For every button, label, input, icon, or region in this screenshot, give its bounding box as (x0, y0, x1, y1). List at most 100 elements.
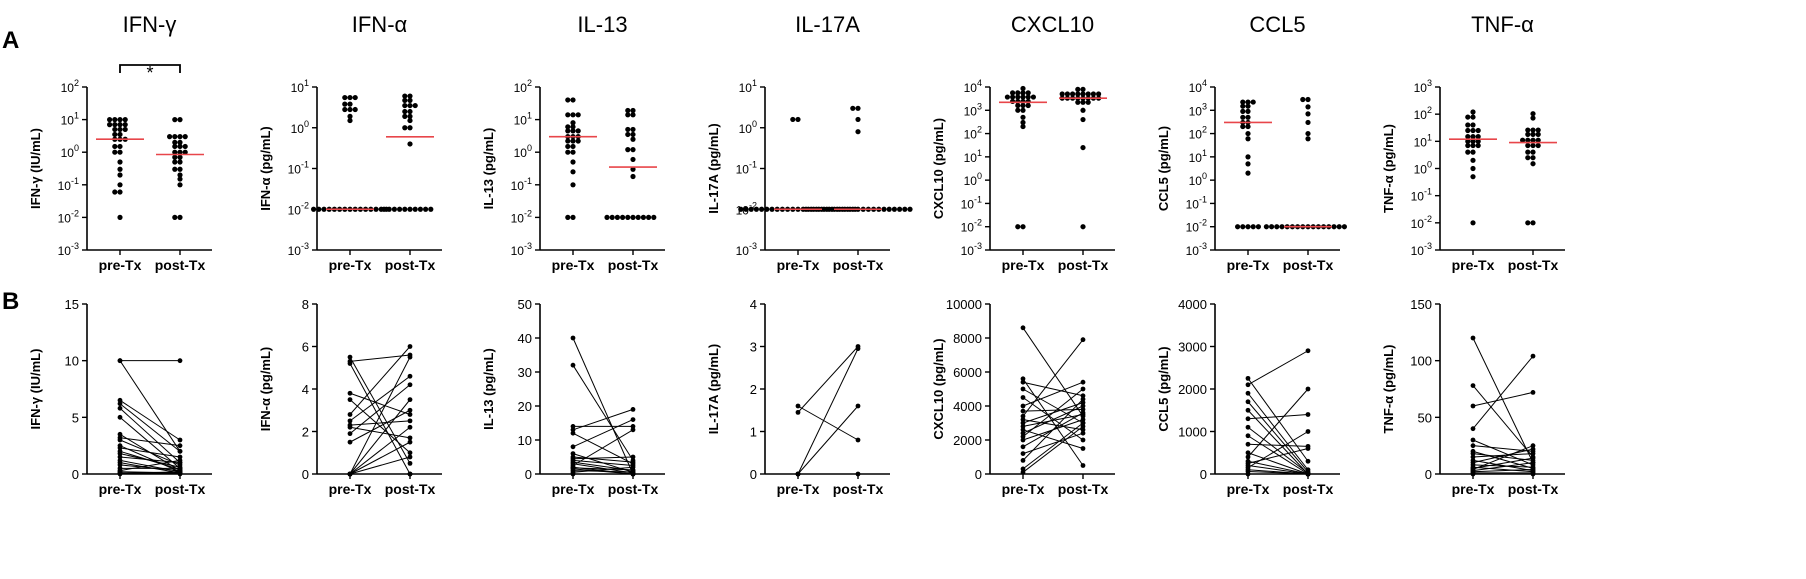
data-point (1465, 142, 1471, 149)
data-point (1535, 137, 1541, 143)
y-tick-label: 20 (518, 399, 532, 414)
data-point (1015, 224, 1021, 230)
data-point (117, 131, 123, 138)
data-point (1025, 94, 1031, 100)
data-point (117, 401, 123, 407)
data-point (172, 214, 178, 220)
y-tick-label: 4000 (953, 399, 982, 414)
y-tick-label: 50 (518, 297, 532, 312)
y-tick-label: 10-2 (961, 218, 982, 235)
data-point (107, 117, 113, 123)
data-point (417, 206, 423, 212)
data-point (1020, 85, 1026, 92)
data-point (1525, 220, 1531, 226)
data-point (1245, 424, 1251, 430)
panel-title: IL-13 (577, 12, 627, 37)
data-point (1020, 325, 1026, 331)
data-point (609, 214, 615, 220)
data-point (1530, 451, 1536, 456)
y-axis-label: IFN-γ (IU/mL) (28, 128, 43, 209)
data-point (117, 454, 123, 460)
data-point (1470, 220, 1476, 226)
pair-line (119, 453, 181, 468)
pair-line (1247, 460, 1309, 475)
data-point (112, 131, 118, 138)
data-point (347, 390, 353, 396)
data-point (117, 358, 123, 364)
data-point (570, 169, 576, 175)
data-point (347, 471, 353, 477)
data-point (1020, 458, 1026, 463)
significance-bracket (119, 64, 181, 73)
y-tick-label: 10 (518, 433, 532, 448)
y-tick-label: 100 (964, 171, 982, 188)
pair-line (1022, 339, 1084, 417)
data-point (1080, 407, 1086, 412)
y-tick-label: 100 (291, 119, 309, 136)
data-point (311, 206, 317, 212)
data-point (1470, 174, 1476, 180)
data-point (1530, 127, 1536, 133)
data-point (1470, 471, 1476, 477)
data-point (1080, 393, 1086, 399)
data-point (604, 214, 610, 220)
data-point (630, 107, 636, 114)
data-point (570, 444, 576, 450)
data-point (1080, 224, 1086, 230)
pair-line (572, 408, 634, 431)
x-tick-label: post-Tx (385, 481, 436, 497)
y-tick-label: 4 (302, 382, 309, 397)
data-point (1245, 99, 1251, 105)
data-point (1245, 130, 1251, 137)
y-tick-label: 10 (65, 354, 79, 369)
data-point (1274, 224, 1280, 230)
data-point (1025, 90, 1031, 96)
data-point (1245, 161, 1251, 167)
data-point (570, 214, 576, 220)
data-point (117, 471, 123, 477)
x-tick-label: post-Tx (1508, 257, 1559, 273)
y-tick-label: 10-1 (736, 160, 757, 177)
pair-line (349, 420, 411, 426)
data-point (1305, 429, 1311, 434)
scatter-panel-2: IFN-α 101 100 10-1 10-2 10-3 IFN-α (pg/mL) pre-… (258, 12, 442, 273)
data-point (1255, 224, 1261, 230)
data-point (1245, 382, 1251, 388)
pair-line (119, 459, 181, 472)
data-point (1015, 102, 1021, 109)
y-tick-label: 0 (302, 467, 309, 482)
data-point (172, 117, 178, 123)
data-point (117, 397, 123, 403)
data-point (1530, 137, 1536, 143)
y-tick-label: 100 (1189, 171, 1207, 188)
y-axis-label: IL-17A (pg/mL) (706, 123, 721, 214)
data-point (625, 214, 631, 220)
data-point (386, 206, 392, 212)
pair-line (1247, 409, 1309, 475)
pair-line (119, 437, 181, 447)
data-point (112, 117, 118, 123)
data-point (1245, 103, 1251, 109)
y-tick-label: 2000 (1178, 382, 1207, 397)
data-point (402, 93, 408, 99)
pair-line (349, 441, 411, 475)
data-point (565, 128, 571, 134)
data-point (1020, 413, 1026, 419)
paired-panel-5: 0 2000 4000 6000 8000 10000 CXCL10 (pg/mL) pre-… (931, 297, 1115, 497)
data-point (112, 122, 118, 128)
y-axis-label: IL-13 (pg/mL) (481, 348, 496, 430)
pair-line (119, 360, 181, 452)
data-point (1470, 109, 1476, 115)
data-point (1245, 154, 1251, 160)
data-point (1341, 224, 1347, 230)
data-point (177, 172, 183, 178)
pair-line (1022, 397, 1084, 441)
y-tick-label: 103 (1414, 78, 1432, 95)
data-point (1250, 99, 1256, 105)
y-tick-label: 10000 (946, 297, 982, 312)
pair-line (1472, 439, 1534, 466)
pair-line (119, 447, 181, 458)
paired-panel-1: 0 5 10 15 IFN-γ (IU/mL) pre-Tx post-Tx (28, 297, 212, 497)
y-tick-label: 10-3 (288, 241, 309, 258)
